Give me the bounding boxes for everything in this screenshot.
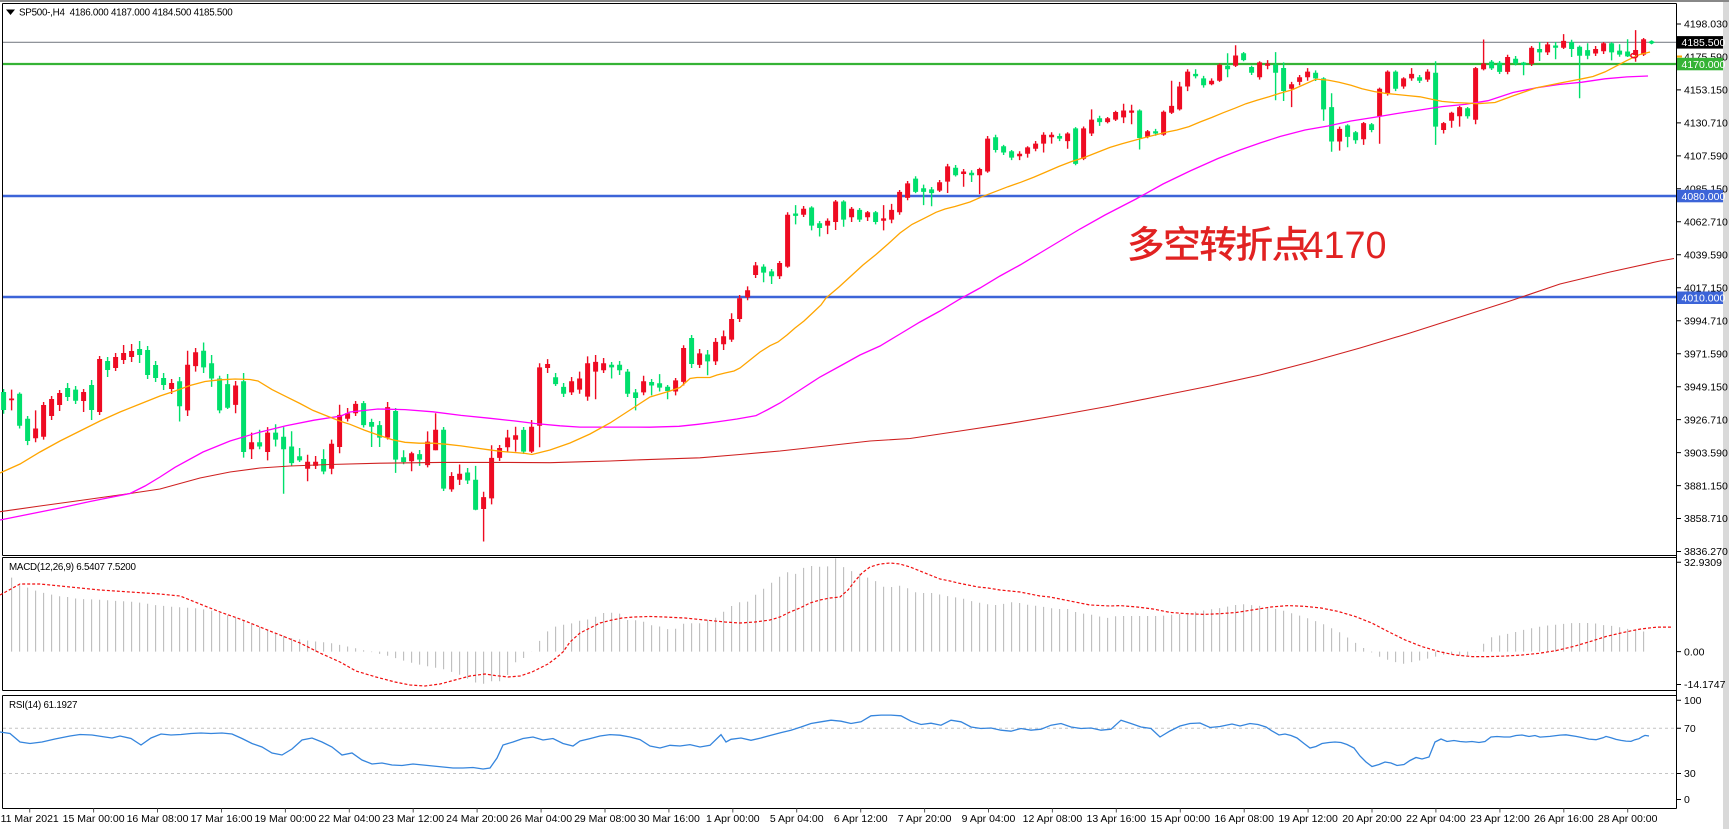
svg-text:0.00: 0.00 [1684,646,1705,658]
svg-text:MACD(12,26,9) 6.5407 7.5200: MACD(12,26,9) 6.5407 7.5200 [9,562,136,573]
svg-text:16 Apr 08:00: 16 Apr 08:00 [1214,813,1274,825]
svg-text:5 Apr 04:00: 5 Apr 04:00 [770,813,824,825]
svg-text:4170: 4170 [1303,225,1387,267]
svg-text:4080.000: 4080.000 [1682,191,1726,203]
svg-text:22 Mar 04:00: 22 Mar 04:00 [318,813,380,825]
svg-text:0: 0 [1684,794,1690,806]
svg-text:32.9309: 32.9309 [1684,557,1722,569]
svg-text:3881.150: 3881.150 [1684,480,1728,492]
svg-text:4010.000: 4010.000 [1682,293,1726,305]
svg-text:17 Mar 16:00: 17 Mar 16:00 [191,813,253,825]
svg-text:70: 70 [1684,723,1696,735]
svg-text:1 Apr 00:00: 1 Apr 00:00 [706,813,760,825]
svg-text:3971.590: 3971.590 [1684,348,1728,360]
svg-text:4170.000: 4170.000 [1682,59,1726,71]
svg-text:15 Mar 00:00: 15 Mar 00:00 [63,813,125,825]
svg-text:3994.710: 3994.710 [1684,315,1728,327]
svg-text:7 Apr 20:00: 7 Apr 20:00 [898,813,952,825]
svg-text:22 Apr 04:00: 22 Apr 04:00 [1406,813,1466,825]
svg-text:30: 30 [1684,768,1696,780]
svg-text:3903.590: 3903.590 [1684,447,1728,459]
svg-text:24 Mar 20:00: 24 Mar 20:00 [446,813,508,825]
svg-text:26 Apr 16:00: 26 Apr 16:00 [1534,813,1594,825]
svg-text:23 Mar 12:00: 23 Mar 12:00 [382,813,444,825]
svg-text:4130.710: 4130.710 [1684,118,1728,130]
svg-text:20 Apr 20:00: 20 Apr 20:00 [1342,813,1402,825]
svg-text:28 Apr 00:00: 28 Apr 00:00 [1598,813,1658,825]
svg-text:100: 100 [1684,695,1702,707]
svg-text:13 Apr 16:00: 13 Apr 16:00 [1087,813,1147,825]
svg-text:3858.710: 3858.710 [1684,513,1728,525]
svg-text:19 Mar 00:00: 19 Mar 00:00 [254,813,316,825]
svg-text:RSI(14) 61.1927: RSI(14) 61.1927 [9,700,77,711]
svg-text:4107.590: 4107.590 [1684,151,1728,163]
svg-text:3949.150: 3949.150 [1684,381,1728,393]
svg-text:3926.710: 3926.710 [1684,414,1728,426]
svg-text:6 Apr 12:00: 6 Apr 12:00 [834,813,888,825]
svg-text:12 Apr 08:00: 12 Apr 08:00 [1023,813,1083,825]
svg-text:4062.710: 4062.710 [1684,217,1728,229]
svg-text:26 Mar 04:00: 26 Mar 04:00 [510,813,572,825]
svg-text:16 Mar 08:00: 16 Mar 08:00 [127,813,189,825]
svg-text:SP500-,H4 4186.000 4187.000 4: SP500-,H4 4186.000 4187.000 4184.500 418… [19,8,233,19]
svg-text:29 Mar 08:00: 29 Mar 08:00 [574,813,636,825]
svg-text:4039.590: 4039.590 [1684,250,1728,262]
svg-text:11 Mar 2021: 11 Mar 2021 [1,813,59,825]
svg-text:-14.1747: -14.1747 [1684,679,1726,691]
svg-text:23 Apr 12:00: 23 Apr 12:00 [1470,813,1530,825]
svg-text:9 Apr 04:00: 9 Apr 04:00 [962,813,1016,825]
svg-text:30 Mar 16:00: 30 Mar 16:00 [638,813,700,825]
svg-text:3836.270: 3836.270 [1684,546,1728,558]
svg-text:19 Apr 12:00: 19 Apr 12:00 [1278,813,1338,825]
svg-text:4198.030: 4198.030 [1684,19,1728,31]
svg-text:4153.150: 4153.150 [1684,85,1728,97]
svg-text:15 Apr 00:00: 15 Apr 00:00 [1151,813,1211,825]
svg-text:4185.500: 4185.500 [1682,37,1726,49]
